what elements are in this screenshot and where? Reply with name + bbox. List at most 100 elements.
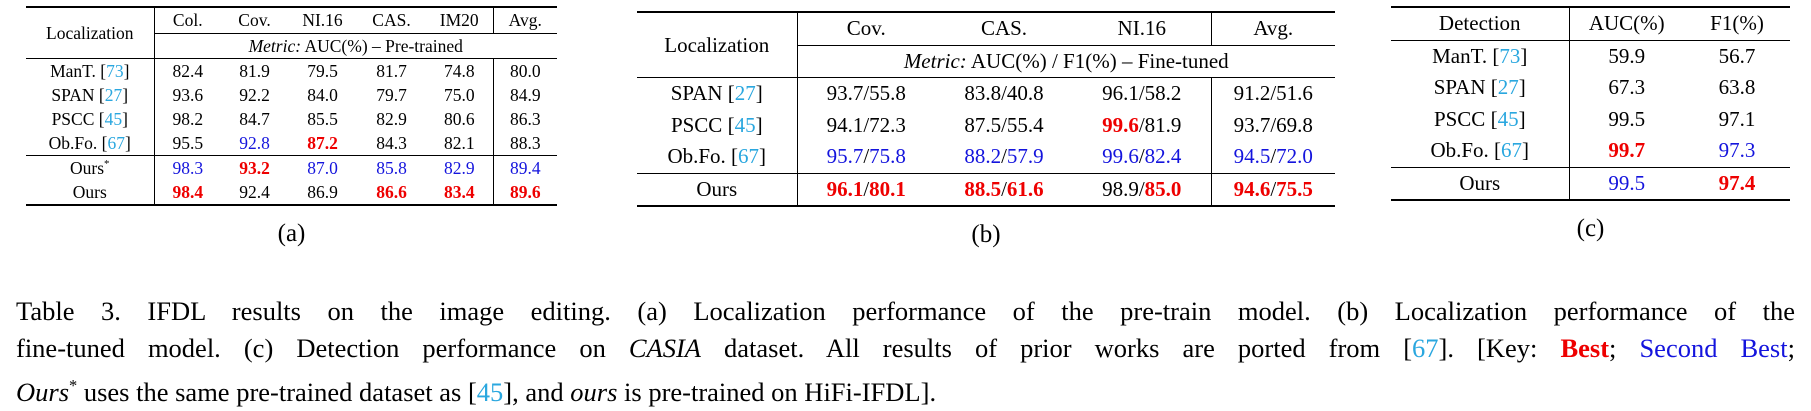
metric-value-cell: 94.6/75.5	[1210, 172, 1335, 206]
citation-link[interactable]: 27	[734, 81, 756, 106]
metric-value-cell: 93.2	[221, 155, 288, 180]
table-row: Ours 98.4 92.4 86.9 86.6 83.4 89.6	[26, 180, 557, 205]
metric-value: 86.9	[307, 181, 338, 202]
metric-value: 89.4	[509, 157, 541, 178]
method-name-cell: ManT. [73]	[26, 58, 155, 83]
method-name: Ob.Fo.	[48, 132, 98, 153]
metric-value: 59.9	[1608, 43, 1646, 68]
citation-link[interactable]: 73	[106, 60, 124, 81]
metric-value: 86.6	[376, 181, 407, 202]
text-segment: ], and	[503, 376, 571, 407]
table-a-corner-header: Localization	[26, 7, 155, 59]
method-name-cell: SPAN [27]	[637, 77, 798, 110]
table-row: SPAN [27] 93.6 92.2 84.0 79.7 75.0 84.9	[26, 83, 557, 107]
table-c-header-row: Detection AUC(%) F1(%)	[1391, 7, 1790, 41]
citation-link[interactable]: 67	[738, 144, 760, 169]
metric-value: 88.5	[964, 176, 1002, 201]
table-b-header-row: Localization Cov. CAS. NI.16 Avg.	[637, 12, 1335, 78]
subfigure-label-b: (b)	[971, 221, 1001, 248]
metric-value: 79.7	[376, 84, 407, 105]
method-name: Ours	[70, 157, 105, 178]
metric-value-cell: 99.5	[1569, 166, 1684, 200]
metric-value-cell: 83.8/40.8	[935, 78, 1073, 110]
metric-value-cell: 79.7	[357, 83, 426, 107]
text-segment: ;	[1609, 333, 1640, 363]
metric-value-cell: 79.5	[288, 59, 357, 84]
table-row: PSCC [45] 94.1/72.3 87.5/55.4 99.6/81.9 93.7…	[637, 109, 1335, 142]
metric-value-cell: 89.6	[492, 180, 557, 205]
metric-value: 94.1	[826, 112, 864, 137]
metric-value: 82.4	[172, 60, 204, 81]
metric-value-cell: 84.7	[221, 107, 288, 131]
metric-value: /	[1001, 144, 1007, 169]
citation-link[interactable]: 45	[104, 108, 123, 129]
metric-value: 99.5	[1608, 170, 1646, 195]
metric-value: 84.0	[307, 84, 338, 105]
metric-value: 86.3	[509, 108, 541, 129]
table-c-wrapper: Detection AUC(%) F1(%) ManT. [73] 59.9 56.…	[1391, 6, 1790, 243]
method-name: SPAN	[1433, 75, 1486, 100]
metric-value: 75.5	[1276, 176, 1313, 201]
metric-value-cell: 67.3	[1569, 72, 1684, 104]
metric-value: 93.7	[1233, 112, 1271, 137]
method-name-cell: ManT. [73]	[1391, 40, 1570, 72]
caption-line: Table 3. IFDL results on the image editi…	[16, 293, 1795, 330]
metric-value-cell: 82.1	[426, 131, 493, 156]
metric-value: 98.4	[172, 181, 204, 202]
citation-link[interactable]: 67	[1501, 138, 1523, 163]
metric-value-cell: 93.7/69.8	[1210, 109, 1335, 141]
metric-value: 87.0	[307, 157, 338, 178]
method-name: PSCC	[670, 112, 723, 137]
table-row: PSCC [45] 98.2 84.7 85.5 82.9 80.6 86.3	[26, 107, 557, 131]
table-caption: Table 3. IFDL results on the image editi…	[16, 293, 1795, 411]
metric-value-cell: 97.3	[1684, 135, 1790, 167]
metric-value: 84.3	[376, 132, 407, 153]
metric-value: /	[1270, 112, 1277, 137]
citation-link[interactable]: 45	[1497, 106, 1519, 131]
metric-value: 94.6	[1233, 176, 1271, 201]
text-segment: CASIA	[628, 333, 701, 363]
table-a-header-row: Localization Col. Cov. NI.16 CAS. IM20 A…	[26, 7, 557, 59]
metric-value: 74.8	[443, 60, 475, 81]
metric-value: 82.4	[1144, 144, 1182, 169]
table-row: Ob.Fo. [67] 95.7/75.8 88.2/57.9 99.6/82.4 94…	[637, 141, 1335, 173]
subfigure-label-a: (a)	[277, 220, 306, 247]
metric-value: /	[1270, 81, 1277, 106]
citation-link[interactable]: 73	[1499, 43, 1521, 68]
text-segment: is pre-trained on HiFi-IFDL].	[617, 376, 937, 407]
citation-link[interactable]: 27	[104, 84, 123, 105]
table-b-finetuned-localization: Localization Cov. CAS. NI.16 Avg. Metric…	[637, 11, 1335, 207]
table-b-wrapper: Localization Cov. CAS. NI.16 Avg. Metric…	[637, 11, 1335, 249]
caption-line: Ours* uses the same pre-trained dataset …	[16, 367, 1795, 411]
citation-link[interactable]: 45	[476, 376, 504, 407]
metric-value: 51.6	[1276, 81, 1313, 106]
method-name-cell: PSCC [45]	[26, 107, 155, 131]
metric-value: /	[1001, 112, 1007, 137]
column-header: Col.	[154, 7, 221, 34]
table-row: ManT. [73] 59.9 56.7	[1391, 40, 1790, 72]
citation-link[interactable]: 27	[1497, 75, 1519, 100]
metric-value: 85.5	[307, 108, 338, 129]
metric-value-cell: 88.5/61.6	[935, 172, 1073, 206]
metric-value: /	[1001, 176, 1007, 201]
method-name: ManT.	[50, 60, 96, 81]
metric-value: 72.0	[1276, 144, 1313, 169]
metric-value-cell: 87.5/55.4	[935, 110, 1073, 142]
method-name: Ours	[72, 181, 107, 202]
table-row: Ours 96.1/80.1 88.5/61.6 98.9/85.0 94.6/75.5	[637, 172, 1335, 206]
metric-value: 93.7	[826, 81, 864, 106]
metric-value: 82.9	[443, 157, 475, 178]
metric-value: 91.2	[1233, 81, 1271, 106]
citation-link[interactable]: 45	[734, 112, 756, 137]
column-header-avg: Avg.	[492, 7, 557, 34]
metric-value-cell: 99.6/81.9	[1073, 110, 1211, 142]
text-segment: Metric:	[903, 48, 967, 73]
metric-value-cell: 63.8	[1684, 72, 1790, 104]
metric-value: 79.5	[307, 60, 338, 81]
citation-link[interactable]: 67	[1412, 333, 1439, 363]
metric-value: 72.3	[869, 112, 906, 137]
citation-link[interactable]: 67	[107, 132, 126, 153]
metric-value: /	[863, 144, 870, 169]
column-header: F1(%)	[1684, 7, 1790, 41]
metric-value: 56.7	[1718, 43, 1756, 68]
